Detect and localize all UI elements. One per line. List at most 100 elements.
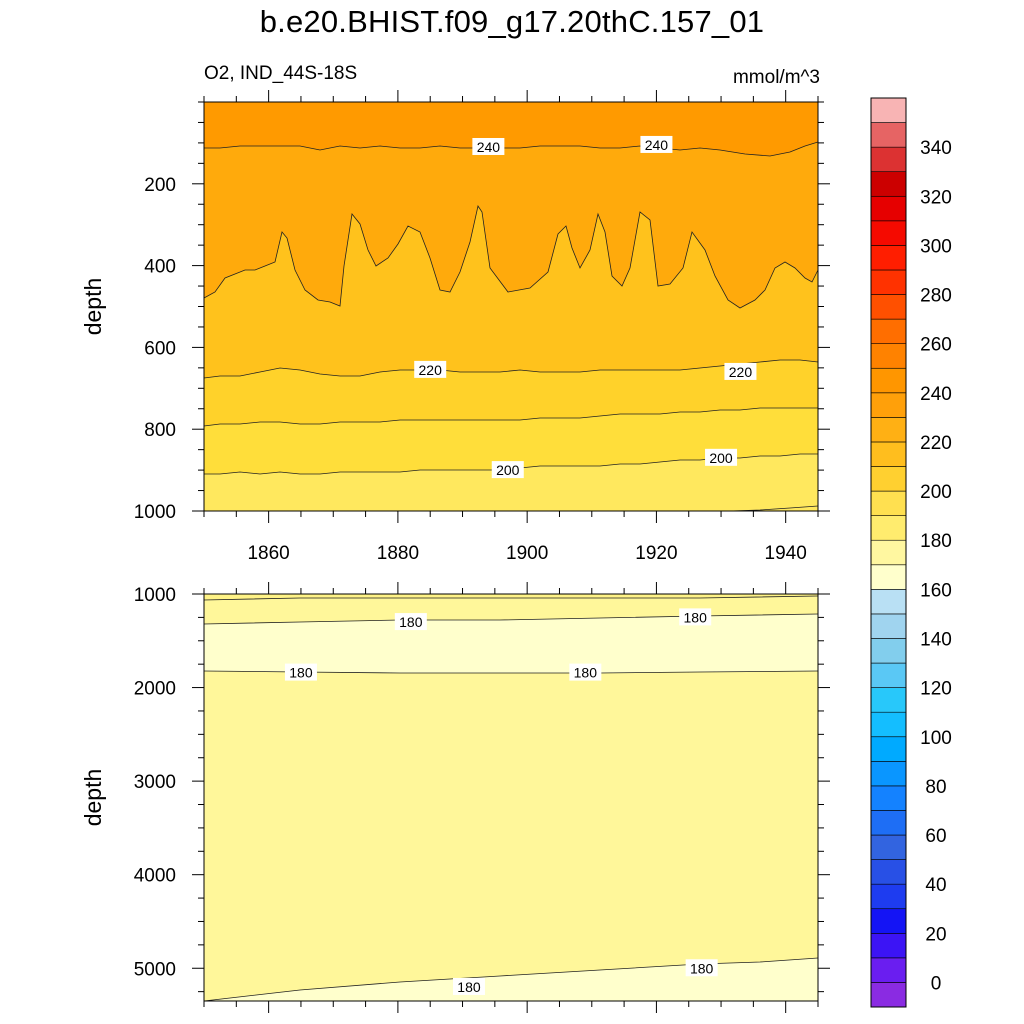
colorbar-segment bbox=[870, 269, 907, 295]
units-label: mmol/m^3 bbox=[732, 67, 820, 88]
colorbar-frame bbox=[870, 97, 907, 1008]
colorbar-label: 0 bbox=[931, 973, 942, 994]
contour-labels: 240 240 220 220 200 200 180 180 180 180 180 180 bbox=[284, 135, 757, 995]
colorbar-label: 240 bbox=[920, 384, 952, 405]
colorbar-segment bbox=[870, 539, 907, 566]
contour-label-box bbox=[679, 608, 712, 626]
contour-label: 220 bbox=[414, 360, 447, 378]
y-axis-title: depth bbox=[80, 769, 106, 827]
contour-label: 180 bbox=[569, 663, 602, 681]
contour-label-text: 220 bbox=[419, 362, 443, 378]
y-tick-label: 600 bbox=[144, 338, 176, 359]
y-tick-label: 2000 bbox=[134, 679, 176, 700]
upper-panel bbox=[203, 101, 819, 512]
colorbar-segment bbox=[870, 490, 907, 516]
y-axis-title: depth bbox=[80, 278, 106, 336]
colorbar-segment bbox=[870, 957, 907, 983]
colorbar-label: 340 bbox=[920, 138, 952, 159]
colorbar-segment bbox=[870, 171, 907, 197]
colorbar-segment bbox=[870, 515, 907, 541]
colorbar-segment bbox=[870, 392, 907, 418]
colorbar-segment bbox=[870, 932, 907, 959]
colorbar-segment bbox=[870, 564, 907, 590]
contour-label-text: 180 bbox=[574, 665, 598, 681]
colorbar-label: 260 bbox=[920, 335, 952, 356]
contour-label: 200 bbox=[705, 448, 738, 466]
lower-contour-top bbox=[203, 595, 819, 601]
colorbar-segment bbox=[870, 367, 907, 394]
contour-line-240 bbox=[204, 141, 819, 157]
colorbar-label: 40 bbox=[925, 875, 946, 896]
colorbar-label: 100 bbox=[920, 728, 952, 749]
x-tick-label: 1900 bbox=[506, 543, 548, 564]
lower-plot-frame bbox=[203, 593, 819, 1002]
x-tick-label: 1920 bbox=[635, 543, 677, 564]
y-tick-label: 5000 bbox=[134, 959, 176, 980]
contour-label-text: 180 bbox=[457, 979, 481, 995]
colorbar-segment bbox=[870, 466, 907, 492]
contour-label-box bbox=[394, 613, 427, 631]
contour-label-text: 220 bbox=[729, 364, 753, 380]
axis-labels: 1860 1880 1900 1920 1940 200 400 600 800 1000 dept… bbox=[80, 175, 807, 980]
y-tick-label: 800 bbox=[144, 420, 176, 441]
contour-label-text: 200 bbox=[496, 462, 520, 478]
variable-region-label: O2, IND_44S-18S bbox=[204, 63, 358, 84]
contour-label-box bbox=[569, 663, 602, 681]
lower-panel bbox=[203, 593, 819, 1002]
upper-band-230-240 bbox=[204, 142, 818, 308]
colorbar-segment bbox=[870, 97, 907, 123]
y-tick-label: 4000 bbox=[134, 866, 176, 887]
colorbar-segment bbox=[870, 589, 907, 615]
contour-label-text: 200 bbox=[709, 450, 733, 466]
contour-label: 240 bbox=[640, 135, 673, 153]
colorbar-segment bbox=[870, 883, 907, 910]
colorbar-segment bbox=[870, 417, 907, 443]
colorbar-segment bbox=[870, 711, 907, 738]
colorbar: 0 20 40 60 80 100 120 140 160 180 200 220 240 260 280 3… bbox=[870, 97, 952, 1008]
colorbar-segment bbox=[870, 810, 907, 836]
colorbar-segment bbox=[870, 982, 907, 1008]
contour-label-box bbox=[724, 362, 757, 380]
x-tick-label: 1940 bbox=[765, 543, 807, 564]
colorbar-label: 20 bbox=[925, 924, 946, 945]
colorbar-segment bbox=[870, 318, 907, 344]
colorbar-segment bbox=[870, 146, 907, 173]
contour-label: 180 bbox=[394, 613, 427, 631]
contour-label: 180 bbox=[452, 977, 485, 995]
colorbar-segment bbox=[870, 220, 907, 246]
contour-label-text: 180 bbox=[289, 665, 313, 681]
colorbar-segment bbox=[870, 687, 907, 713]
contour-label-box bbox=[284, 663, 317, 681]
contour-line-230 bbox=[203, 204, 819, 309]
contour-label: 180 bbox=[685, 959, 718, 977]
y-tick-label: 1000 bbox=[134, 585, 176, 606]
contour-label: 180 bbox=[679, 608, 712, 626]
chart-title: b.e20.BHIST.f09_g17.20thC.157_01 bbox=[259, 4, 765, 39]
contour-label-box bbox=[414, 360, 447, 378]
lower-band-light-bottom bbox=[204, 958, 818, 1001]
colorbar-label: 280 bbox=[920, 286, 952, 307]
contour-label-text: 240 bbox=[645, 137, 669, 153]
colorbar-segment bbox=[870, 441, 907, 467]
colorbar-segment bbox=[870, 613, 907, 639]
colorbar-label: 140 bbox=[920, 629, 952, 650]
colorbar-segment bbox=[870, 834, 907, 860]
colorbar-segment bbox=[870, 122, 907, 148]
colorbar-segment bbox=[870, 785, 907, 811]
colorbar-segment bbox=[870, 245, 907, 271]
contour-label-box bbox=[640, 135, 673, 153]
contour-label-text: 180 bbox=[684, 609, 708, 625]
contour-label-box bbox=[685, 959, 718, 977]
contour-line-220 bbox=[203, 359, 819, 379]
lower-band-top bbox=[204, 594, 818, 600]
colorbar-segment bbox=[870, 195, 907, 222]
contour-label: 200 bbox=[491, 461, 524, 479]
colorbar-label: 80 bbox=[925, 777, 946, 798]
contour-label-text: 180 bbox=[399, 614, 423, 630]
colorbar-segment bbox=[870, 294, 907, 320]
contour-line-210 bbox=[203, 407, 818, 427]
lower-band-light-upper bbox=[204, 614, 818, 673]
colorbar-label: 320 bbox=[920, 187, 952, 208]
contour-label-box bbox=[472, 137, 505, 155]
